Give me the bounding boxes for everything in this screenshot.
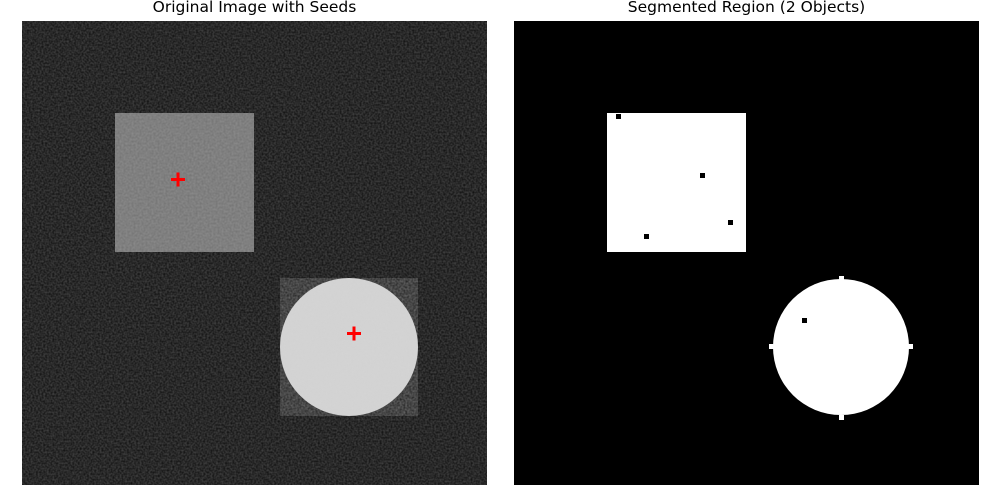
left-panel-title: Original Image with Seeds [152, 0, 357, 16]
gray-square [115, 113, 254, 252]
bright-circle [280, 278, 418, 416]
seed-marker-square [171, 172, 185, 187]
original-image-panel [22, 21, 487, 485]
mask-background [514, 21, 979, 485]
segmented-circle [769, 276, 913, 420]
background-noise [22, 21, 487, 485]
segmented-region-panel [514, 21, 979, 485]
right-panel-title: Segmented Region (2 Objects) [627, 0, 866, 16]
seed-marker-circle [347, 326, 361, 341]
segmented-square [607, 113, 746, 252]
